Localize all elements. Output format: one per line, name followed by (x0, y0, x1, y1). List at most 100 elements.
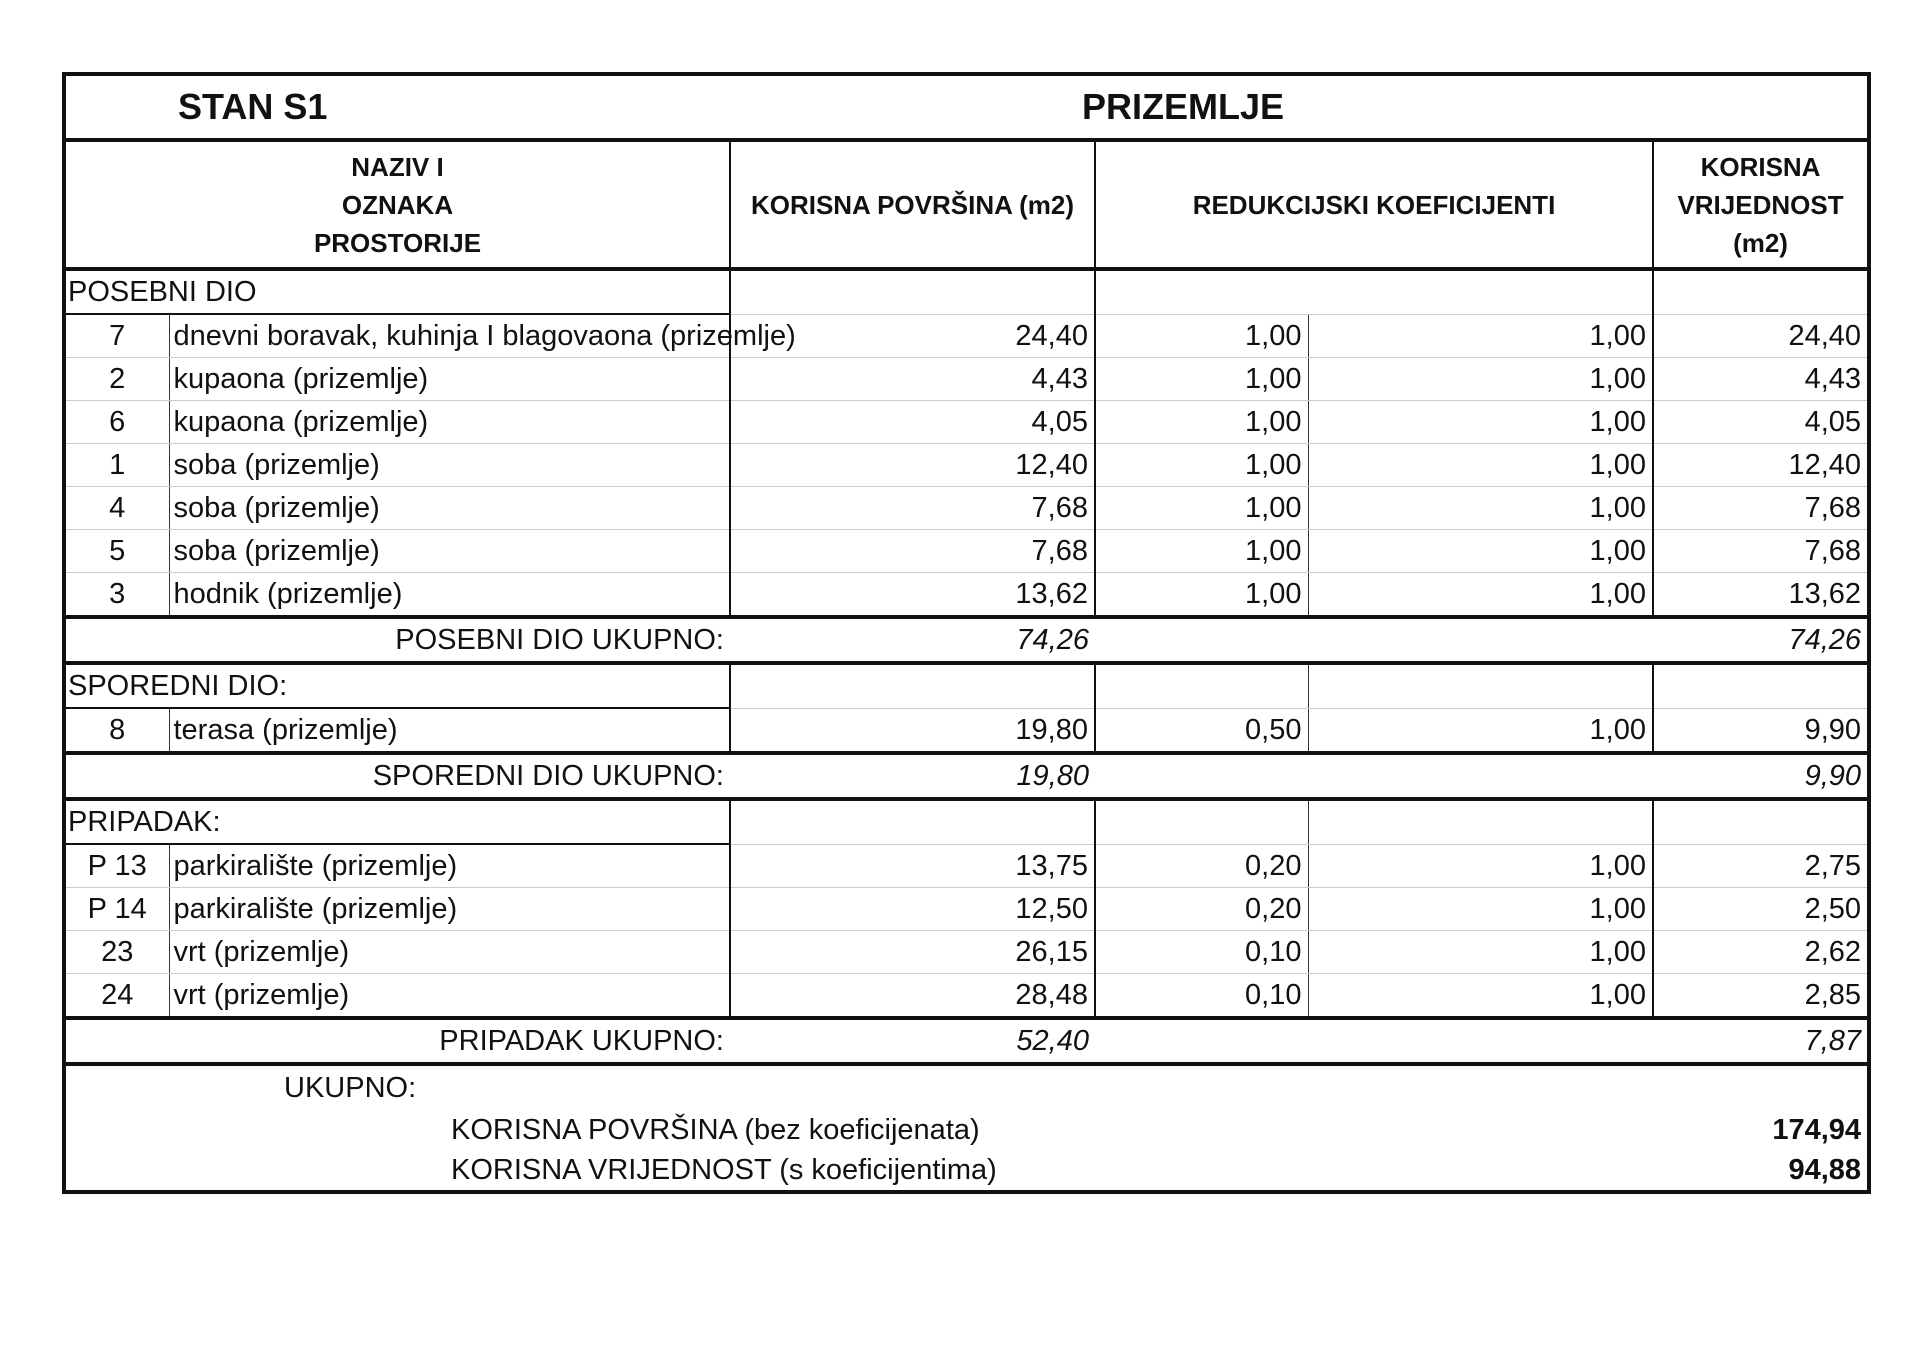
room-id: 8 (64, 708, 170, 754)
coefficient-1: 0,20 (1095, 844, 1309, 888)
coefficient-1: 1,00 (1095, 529, 1309, 573)
section-total-value: 9,90 (1653, 751, 1870, 801)
room-area: 4,05 (730, 400, 1096, 444)
coefficient-2: 1,00 (1308, 486, 1654, 530)
coefficient-1: 1,00 (1095, 400, 1309, 444)
header-name: NAZIV I OZNAKA PROSTORIJE (64, 140, 731, 271)
empty-cell (1095, 615, 1653, 665)
table-row: P 13 parkiralište (prizemlje) 13,75 0,20 1,0… (64, 844, 1870, 888)
section-total-label: POSEBNI DIO UKUPNO: (64, 615, 730, 665)
room-id: 1 (64, 443, 170, 487)
room-id: P 14 (64, 887, 170, 931)
coefficient-2: 1,00 (1308, 314, 1654, 358)
coefficient-1: 1,00 (1095, 357, 1309, 401)
room-value: 24,40 (1653, 314, 1870, 358)
empty-cell (1653, 799, 1870, 845)
table-row: 3 hodnik (prizemlje) 13,62 1,00 1,00 13,62 (64, 572, 1870, 618)
room-value: 13,62 (1653, 572, 1870, 618)
room-value: 7,68 (1653, 486, 1870, 530)
room-value: 2,62 (1653, 930, 1870, 974)
empty-cell (1095, 1016, 1653, 1066)
empty-cell (1308, 1110, 1653, 1150)
area-table: STAN S1 PRIZEMLJE NAZIV I OZNAKA PROSTOR… (62, 72, 1872, 1194)
empty-cell (730, 663, 1096, 709)
room-name: kupaona (prizemlje) (169, 357, 731, 401)
coefficient-2: 1,00 (1308, 844, 1654, 888)
room-area: 26,15 (730, 930, 1096, 974)
room-value: 12,40 (1653, 443, 1870, 487)
room-area: 13,75 (730, 844, 1096, 888)
room-id: 23 (64, 930, 170, 974)
room-name: parkiralište (prizemlje) (169, 887, 731, 931)
title-row: STAN S1 PRIZEMLJE (64, 74, 1870, 142)
room-id: 2 (64, 357, 170, 401)
summary-value-row: KORISNA VRIJEDNOST (s koeficijentima) 94,… (64, 1150, 1869, 1192)
room-value: 2,50 (1653, 887, 1870, 931)
room-area: 28,48 (730, 973, 1096, 1019)
section-label: POSEBNI DIO (64, 269, 731, 315)
empty-cell (1095, 799, 1309, 845)
coefficient-2: 1,00 (1308, 887, 1654, 931)
room-id: 24 (64, 973, 170, 1019)
room-id: 6 (64, 400, 170, 444)
summary-area-amount: 174,94 (1772, 1114, 1862, 1146)
coefficient-2: 1,00 (1308, 930, 1654, 974)
table-row: 1 soba (prizemlje) 12,40 1,00 1,00 12,40 (64, 443, 1870, 487)
section-total-value: 74,26 (1653, 615, 1870, 665)
room-value: 4,05 (1653, 400, 1870, 444)
room-area: 13,62 (730, 572, 1096, 618)
empty-cell (1308, 799, 1654, 845)
summary-label: UKUPNO: (284, 1072, 417, 1104)
summary-label-row: UKUPNO: (64, 1064, 1869, 1110)
room-name: vrt (prizemlje) (169, 973, 731, 1019)
room-area: 24,40 (730, 314, 1096, 358)
table-row: 4 soba (prizemlje) 7,68 1,00 1,00 7,68 (64, 486, 1870, 530)
empty-cell (1308, 663, 1654, 709)
coefficient-2: 1,00 (1308, 973, 1654, 1019)
room-value: 2,75 (1653, 844, 1870, 888)
room-value: 7,68 (1653, 529, 1870, 573)
coefficient-2: 1,00 (1308, 572, 1654, 618)
empty-cell (1095, 663, 1309, 709)
empty-cell (1653, 663, 1870, 709)
summary-value-amount: 94,88 (1788, 1154, 1862, 1186)
empty-cell (730, 799, 1096, 845)
room-name: vrt (prizemlje) (169, 930, 731, 974)
room-name: terasa (prizemlje) (169, 708, 731, 754)
section-label: SPOREDNI DIO: (64, 663, 731, 709)
room-name: dnevni boravak, kuhinja I blagovaona (pr… (169, 314, 796, 358)
coefficient-1: 0,50 (1095, 708, 1309, 754)
table-row: 7 dnevni boravak, kuhinja I blagovaona (p… (64, 314, 1870, 358)
table-row: 23 vrt (prizemlje) 26,15 0,10 1,00 2,62 (64, 930, 1870, 974)
section-total-area: 74,26 (730, 615, 1095, 665)
coefficient-1: 1,00 (1095, 486, 1309, 530)
room-name: soba (prizemlje) (169, 529, 731, 573)
coefficient-2: 1,00 (1308, 357, 1654, 401)
room-id: 5 (64, 529, 170, 573)
section-label-row: PRIPADAK: (64, 799, 1870, 845)
floor-title: PRIZEMLJE (730, 74, 1870, 142)
section-label-row: SPOREDNI DIO: (64, 663, 1870, 709)
summary-value-label: KORISNA VRIJEDNOST (s koeficijentima) (451, 1154, 997, 1186)
room-id: 7 (64, 314, 170, 358)
summary-area-row: KORISNA POVRŠINA (bez koeficijenata) 174,… (64, 1110, 1869, 1150)
summary-area-label: KORISNA POVRŠINA (bez koeficijenata) (451, 1114, 980, 1146)
room-area: 4,43 (730, 357, 1096, 401)
room-area: 12,40 (730, 443, 1096, 487)
coefficient-1: 1,00 (1095, 443, 1309, 487)
table-row: 5 soba (prizemlje) 7,68 1,00 1,00 7,68 (64, 529, 1870, 573)
coefficient-2: 1,00 (1308, 708, 1654, 754)
room-area: 19,80 (730, 708, 1096, 754)
room-name: hodnik (prizemlje) (169, 572, 731, 618)
room-id: 3 (64, 572, 170, 618)
room-id: P 13 (64, 844, 170, 888)
section-total-row: POSEBNI DIO UKUPNO: 74,26 74,26 (64, 615, 1870, 665)
section-total-label: SPOREDNI DIO UKUPNO: (64, 751, 730, 801)
empty-cell (1653, 269, 1870, 315)
table-row: 24 vrt (prizemlje) 28,48 0,10 1,00 2,85 (64, 973, 1870, 1019)
table-row: P 14 parkiralište (prizemlje) 12,50 0,20 1,0… (64, 887, 1870, 931)
table-row: 8 terasa (prizemlje) 19,80 0,50 1,00 9,90 (64, 708, 1870, 754)
table-row: 2 kupaona (prizemlje) 4,43 1,00 1,00 4,43 (64, 357, 1870, 401)
header-row: NAZIV I OZNAKA PROSTORIJE KORISNA POVRŠI… (64, 140, 1870, 271)
empty-cell (1095, 269, 1308, 315)
